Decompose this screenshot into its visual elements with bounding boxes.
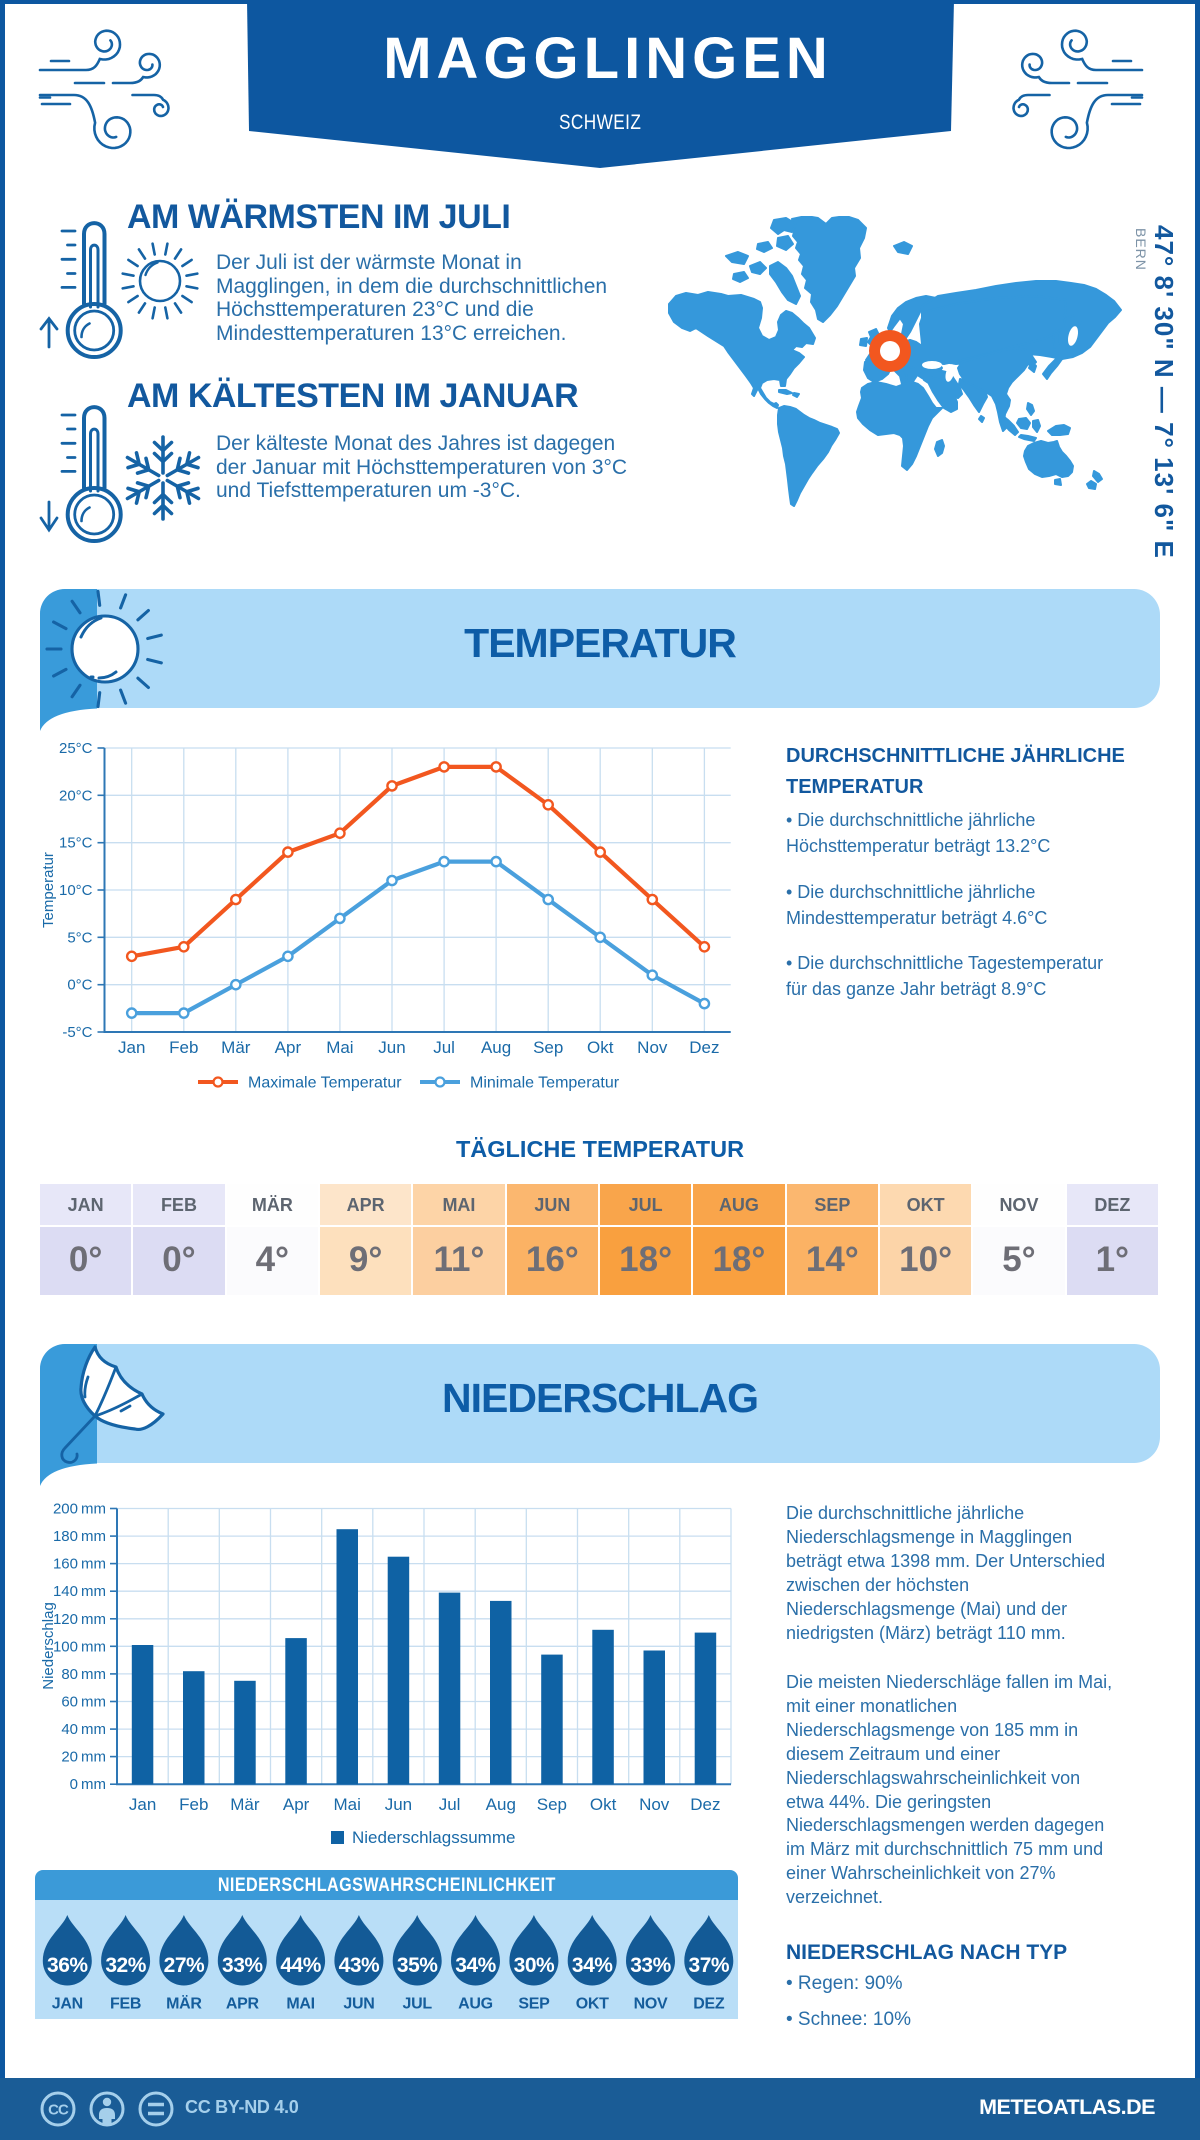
svg-text:CC: CC: [48, 2102, 69, 2119]
svg-text:DEZ: DEZ: [693, 1996, 725, 2013]
svg-text:Sep: Sep: [537, 1795, 567, 1814]
svg-text:44%: 44%: [280, 1954, 321, 1977]
svg-text:200 mm: 200 mm: [53, 1501, 106, 1518]
svg-text:30%: 30%: [514, 1954, 555, 1977]
svg-text:Nov: Nov: [639, 1795, 670, 1814]
svg-text:180 mm: 180 mm: [53, 1528, 106, 1545]
svg-text:APR: APR: [226, 1996, 260, 2013]
svg-text:JUN: JUN: [343, 1996, 374, 2013]
svg-text:Okt: Okt: [587, 1038, 614, 1057]
svg-text:33%: 33%: [222, 1954, 263, 1977]
svg-text:AUG: AUG: [458, 1996, 493, 2013]
svg-text:33%: 33%: [630, 1954, 671, 1977]
svg-text:0°C: 0°C: [67, 977, 92, 994]
svg-text:Mär: Mär: [221, 1038, 251, 1057]
svg-text:Feb: Feb: [179, 1795, 208, 1814]
svg-text:Minimale Temperatur: Minimale Temperatur: [470, 1075, 620, 1092]
svg-text:27%: 27%: [164, 1954, 205, 1977]
svg-text:Jan: Jan: [118, 1038, 145, 1057]
svg-text:Aug: Aug: [481, 1038, 511, 1057]
svg-text:MÄR: MÄR: [166, 1995, 202, 2013]
svg-text:Mai: Mai: [326, 1038, 353, 1057]
svg-text:5°C: 5°C: [67, 929, 92, 946]
svg-text:Dez: Dez: [690, 1795, 720, 1814]
svg-text:Jun: Jun: [378, 1038, 405, 1057]
svg-text:15°C: 15°C: [59, 835, 93, 852]
svg-text:Maximale Temperatur: Maximale Temperatur: [248, 1075, 402, 1092]
svg-text:20°C: 20°C: [59, 787, 93, 804]
svg-text:MAI: MAI: [286, 1996, 314, 2013]
svg-text:Apr: Apr: [283, 1795, 310, 1814]
svg-text:160 mm: 160 mm: [53, 1556, 106, 1573]
svg-text:SEP: SEP: [518, 1996, 550, 2013]
svg-text:40 mm: 40 mm: [61, 1721, 106, 1738]
svg-text:Niederschlagssumme: Niederschlagssumme: [352, 1828, 515, 1847]
svg-text:FEB: FEB: [110, 1996, 141, 2013]
svg-text:Niederschlag: Niederschlag: [40, 1602, 57, 1690]
svg-text:NOV: NOV: [634, 1996, 668, 2013]
svg-text:Sep: Sep: [533, 1038, 563, 1057]
svg-text:120 mm: 120 mm: [53, 1611, 106, 1628]
svg-text:Apr: Apr: [275, 1038, 302, 1057]
svg-text:34%: 34%: [455, 1954, 496, 1977]
svg-text:34%: 34%: [572, 1954, 613, 1977]
svg-text:140 mm: 140 mm: [53, 1583, 106, 1600]
svg-text:80 mm: 80 mm: [61, 1666, 106, 1683]
svg-text:JAN: JAN: [52, 1996, 83, 2013]
svg-text:25°C: 25°C: [59, 740, 93, 757]
svg-text:OKT: OKT: [576, 1996, 609, 2013]
svg-text:Mai: Mai: [333, 1795, 360, 1814]
svg-text:Jul: Jul: [433, 1038, 455, 1057]
svg-text:37%: 37%: [689, 1954, 730, 1977]
svg-text:Mär: Mär: [230, 1795, 260, 1814]
svg-text:-5°C: -5°C: [62, 1024, 92, 1041]
svg-text:Feb: Feb: [169, 1038, 198, 1057]
svg-text:Dez: Dez: [689, 1038, 719, 1057]
svg-text:JUL: JUL: [403, 1996, 433, 2013]
svg-text:Okt: Okt: [590, 1795, 617, 1814]
svg-text:36%: 36%: [47, 1954, 88, 1977]
svg-text:Aug: Aug: [486, 1795, 516, 1814]
svg-text:Nov: Nov: [637, 1038, 668, 1057]
svg-text:Jun: Jun: [385, 1795, 412, 1814]
svg-text:35%: 35%: [397, 1954, 438, 1977]
svg-text:Jul: Jul: [439, 1795, 461, 1814]
svg-text:Jan: Jan: [129, 1795, 156, 1814]
svg-text:20 mm: 20 mm: [61, 1749, 106, 1766]
svg-text:100 mm: 100 mm: [53, 1638, 106, 1655]
svg-text:32%: 32%: [105, 1954, 146, 1977]
svg-text:60 mm: 60 mm: [61, 1694, 106, 1711]
svg-text:43%: 43%: [339, 1954, 380, 1977]
svg-text:Temperatur: Temperatur: [40, 852, 57, 928]
svg-text:10°C: 10°C: [59, 882, 93, 899]
svg-text:0 mm: 0 mm: [70, 1776, 106, 1793]
